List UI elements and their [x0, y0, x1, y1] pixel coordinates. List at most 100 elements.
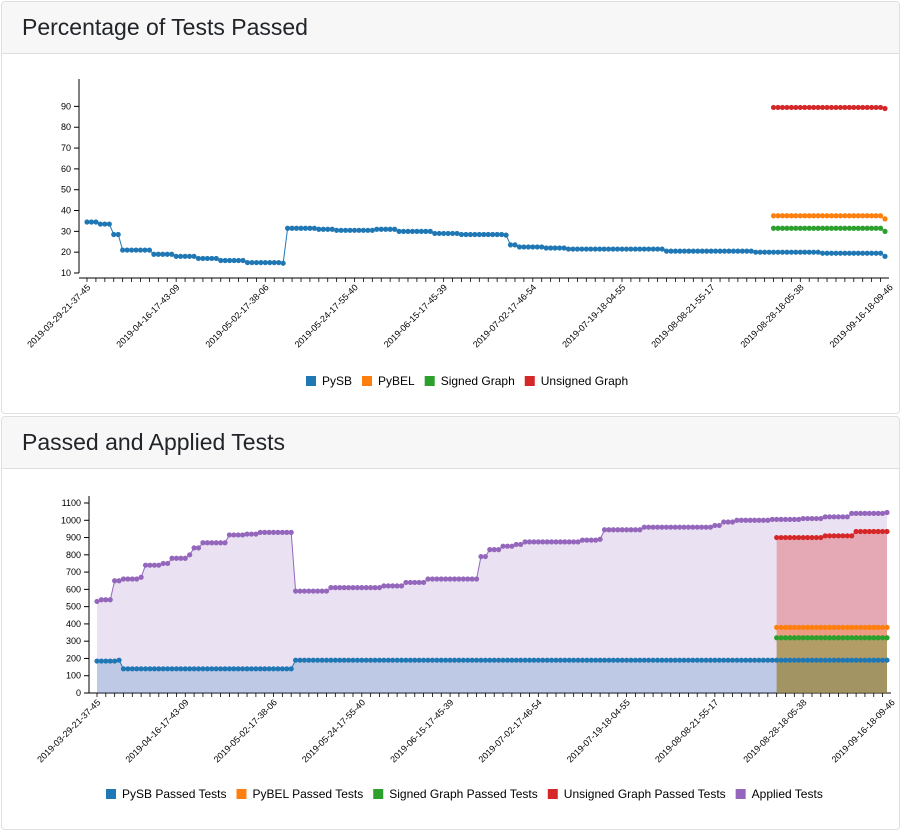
- data-point: [787, 635, 793, 641]
- data-point: [882, 105, 888, 112]
- data-point: [279, 529, 285, 535]
- data-point: [831, 624, 837, 630]
- data-point: [350, 657, 356, 663]
- data-point: [866, 657, 872, 663]
- data-point: [561, 245, 567, 251]
- data-point: [275, 529, 281, 535]
- data-point: [531, 657, 537, 663]
- legend-swatch: [524, 376, 535, 386]
- data-point: [345, 585, 352, 591]
- data-point: [802, 104, 808, 111]
- data-point: [472, 231, 478, 238]
- data-point: [818, 635, 824, 641]
- data-point: [356, 227, 362, 233]
- data-point: [526, 657, 533, 663]
- data-point: [788, 104, 794, 111]
- data-point: [822, 514, 828, 520]
- data-point: [846, 104, 852, 111]
- data-point: [862, 624, 868, 630]
- data-point: [548, 539, 555, 545]
- data-point: [575, 539, 581, 545]
- legend-label: Unsigned Graph Passed Tests: [564, 787, 726, 801]
- data-point: [721, 519, 727, 525]
- data-point: [360, 227, 367, 233]
- data-point: [323, 657, 330, 663]
- data-point: [769, 516, 775, 523]
- area-unsigned: [776, 531, 887, 693]
- data-point: [685, 524, 691, 530]
- data-point: [827, 533, 833, 539]
- data-point: [809, 515, 815, 522]
- data-point: [694, 524, 700, 530]
- data-point: [297, 657, 303, 663]
- data-point: [778, 516, 784, 523]
- data-point: [818, 657, 824, 663]
- applied-chart: 0 100 200 300 400 500 600 700 800 900 1000 1100 2019…: [35, 496, 897, 801]
- data-point: [535, 539, 541, 545]
- data-point: [337, 585, 343, 591]
- data-point: [504, 657, 511, 663]
- data-point: [407, 579, 413, 586]
- y-tick-label: 1100: [62, 498, 81, 508]
- data-point: [209, 666, 215, 672]
- data-point: [111, 231, 117, 238]
- data-point: [481, 231, 487, 238]
- data-point: [579, 246, 585, 252]
- data-point: [802, 249, 808, 255]
- data-point: [744, 248, 750, 254]
- data-point: [257, 666, 263, 672]
- data-point: [500, 657, 506, 663]
- data-point: [869, 104, 875, 111]
- data-point: [804, 534, 811, 541]
- data-point: [751, 517, 758, 523]
- data-point: [403, 579, 409, 586]
- panel-title: Percentage of Tests Passed: [22, 14, 308, 40]
- data-point: [788, 249, 794, 255]
- data-point: [641, 524, 647, 530]
- legend-swatch: [362, 376, 373, 386]
- data-point: [855, 225, 861, 231]
- data-point: [779, 225, 786, 231]
- legend-swatch: [547, 789, 558, 799]
- data-point: [873, 225, 879, 231]
- data-point: [864, 225, 870, 231]
- data-point: [178, 666, 184, 672]
- data-point: [871, 635, 877, 641]
- x-tick-label: 2019-07-19-18-04-55: [565, 697, 632, 764]
- data-point: [562, 657, 568, 663]
- data-point: [128, 247, 135, 253]
- data-point: [500, 543, 506, 549]
- data-point: [654, 524, 661, 530]
- series-unsigned: [774, 528, 890, 541]
- data-point: [704, 248, 710, 254]
- data-point: [325, 226, 331, 232]
- data-point: [491, 657, 497, 663]
- data-point: [690, 248, 696, 254]
- data-point: [857, 635, 864, 641]
- data-point: [129, 666, 135, 672]
- data-point: [504, 543, 511, 549]
- data-point: [513, 541, 519, 548]
- data-point: [315, 657, 321, 663]
- data-point: [797, 104, 803, 111]
- data-point: [760, 517, 767, 523]
- data-point: [341, 657, 347, 663]
- data-point: [668, 524, 674, 530]
- data-point: [217, 540, 224, 546]
- data-point: [840, 533, 846, 539]
- data-point: [875, 624, 881, 630]
- data-point: [275, 666, 281, 672]
- data-point: [328, 657, 334, 663]
- data-point: [862, 657, 868, 663]
- data-point: [637, 657, 643, 663]
- data-point: [875, 510, 881, 516]
- data-point: [354, 585, 360, 591]
- data-point: [381, 657, 387, 663]
- data-point: [400, 228, 407, 234]
- y-tick-label: 50: [61, 185, 71, 195]
- data-point: [557, 539, 564, 545]
- data-point: [271, 259, 277, 266]
- data-point: [513, 657, 519, 663]
- data-point: [557, 657, 564, 663]
- data-point: [824, 213, 830, 219]
